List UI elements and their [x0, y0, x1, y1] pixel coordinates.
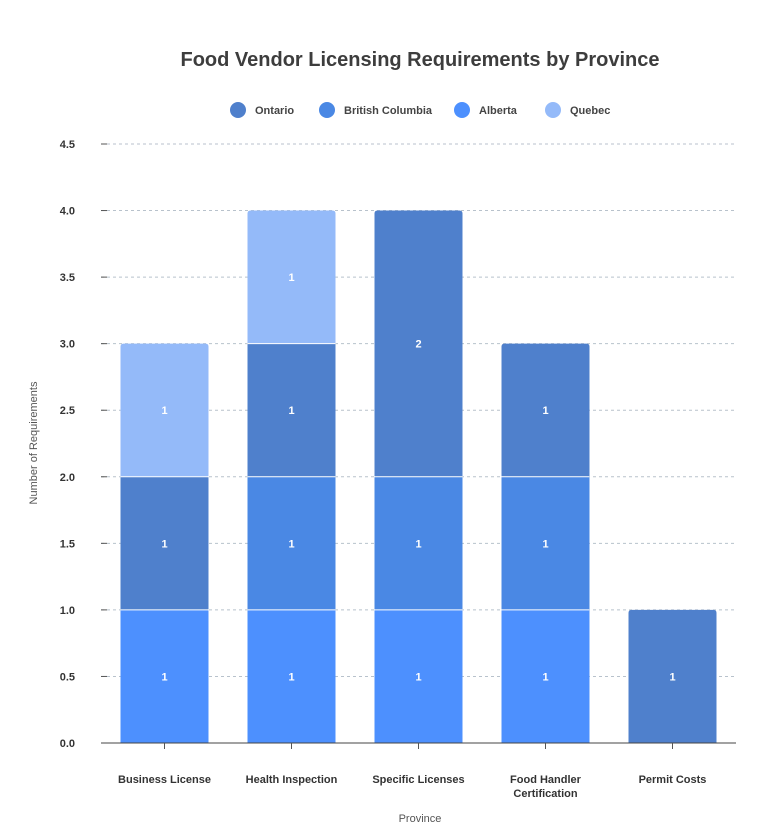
x-axis-title: Province	[399, 813, 442, 825]
data-label: 1	[288, 272, 294, 284]
y-axis: 0.0 0.5 1.0 1.5 2.0 2.5 3.0 3.5 4.0 4.5	[60, 139, 107, 750]
bar-alberta-business-license	[120, 609, 209, 743]
y-tick-label: 2.0	[60, 472, 75, 484]
bars	[120, 210, 717, 743]
legend-marker-quebec	[545, 102, 561, 118]
data-label: 1	[161, 671, 167, 683]
y-tick-label: 1.0	[60, 605, 75, 617]
bar-alberta-food-handler-certification	[501, 609, 590, 743]
y-tick-label: 2.5	[60, 405, 75, 417]
bar-ontario-health-inspection	[247, 343, 336, 477]
x-tick-label: Business License	[118, 774, 211, 786]
bar-british-columbia-specific-licenses	[374, 476, 463, 610]
x-tick-label: Specific Licenses	[372, 774, 464, 786]
legend-label-british-columbia: British Columbia	[344, 105, 433, 117]
bar-ontario-business-license	[120, 476, 209, 610]
bar-quebec-health-inspection	[247, 210, 336, 344]
x-axis: Business License Health Inspection Specifi…	[101, 742, 736, 800]
data-label: 1	[542, 671, 548, 683]
data-label: 1	[288, 405, 294, 417]
x-tick-label: Health Inspection	[246, 774, 338, 786]
data-label: 1	[415, 538, 421, 550]
legend-marker-british-columbia	[319, 102, 335, 118]
data-label: 1	[161, 405, 167, 417]
y-axis-title: Number of Requirements	[28, 381, 40, 504]
x-tick-label: Permit Costs	[639, 774, 707, 786]
bar-british-columbia-health-inspection	[247, 476, 336, 610]
y-tick-label: 3.0	[60, 339, 75, 351]
bar-ontario-specific-licenses	[374, 210, 463, 477]
legend-marker-alberta	[454, 102, 470, 118]
data-label: 1	[415, 671, 421, 683]
data-label: 1	[669, 671, 675, 683]
legend-marker-ontario	[230, 102, 246, 118]
chart-title: Food Vendor Licensing Requirements by Pr…	[181, 49, 660, 71]
bar-alberta-specific-licenses	[374, 609, 463, 743]
data-label: 1	[288, 538, 294, 550]
bar-alberta-health-inspection	[247, 609, 336, 743]
x-tick-label: Certification	[513, 788, 577, 800]
legend-label-ontario: Ontario	[255, 105, 294, 117]
data-label: 1	[542, 538, 548, 550]
bar-quebec-business-license	[120, 343, 209, 477]
data-label: 1	[161, 538, 167, 550]
legend-label-alberta: Alberta	[479, 105, 518, 117]
y-tick-label: 4.5	[60, 139, 75, 151]
bar-british-columbia-food-handler-certification	[501, 476, 590, 610]
y-tick-label: 4.0	[60, 206, 75, 218]
y-tick-label: 1.5	[60, 538, 75, 550]
bar-ontario-permit-costs	[628, 609, 717, 743]
bar-ontario-food-handler-certification	[501, 343, 590, 477]
y-tick-label: 3.5	[60, 272, 75, 284]
data-label: 1	[542, 405, 548, 417]
legend: Ontario British Columbia Alberta Quebec	[230, 102, 610, 118]
y-tick-label: 0.0	[60, 738, 75, 750]
legend-label-quebec: Quebec	[570, 105, 610, 117]
data-label: 1	[288, 671, 294, 683]
y-tick-label: 0.5	[60, 671, 75, 683]
x-tick-label: Food Handler	[510, 774, 582, 786]
data-labels: 1 1 1 1 1 1 1 1 1 2 1 1 1 1	[161, 272, 675, 683]
data-label: 2	[415, 339, 421, 351]
